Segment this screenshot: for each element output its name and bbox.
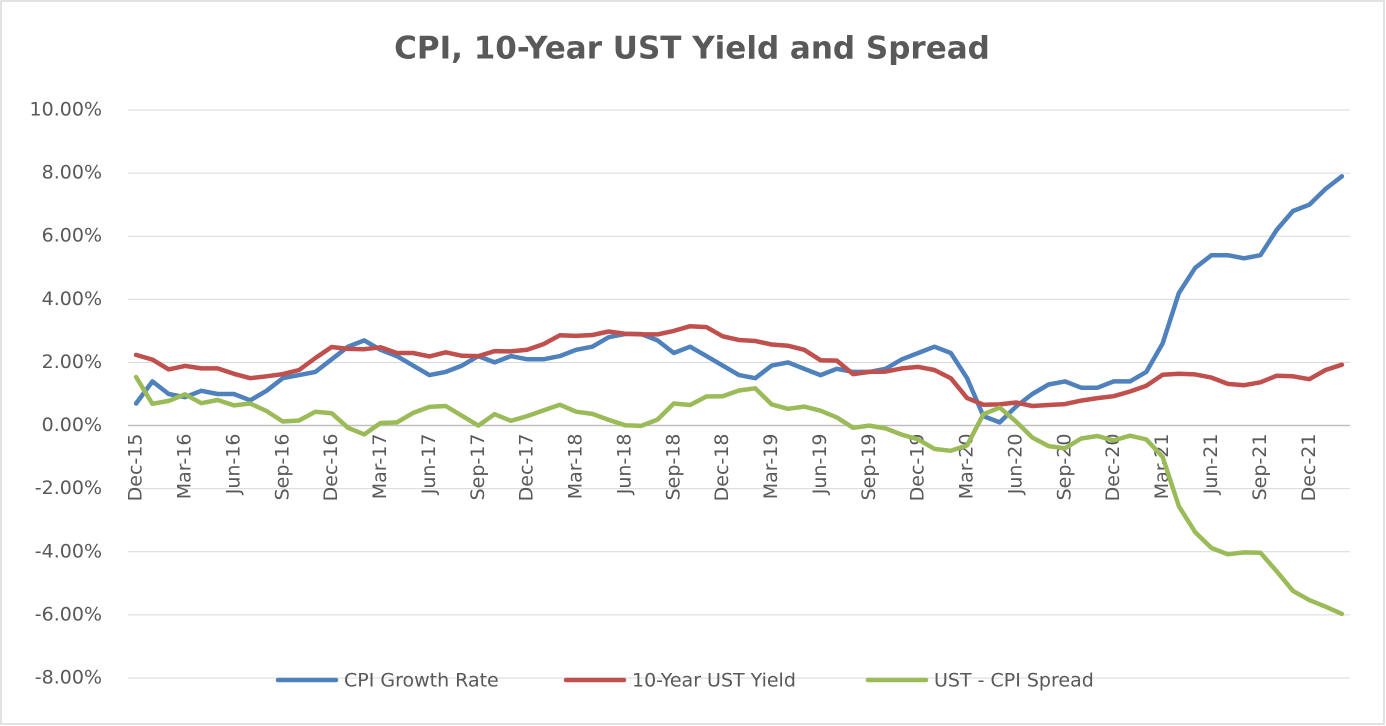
y-tick-label: 4.00% bbox=[42, 288, 102, 310]
x-tick-label: Mar-20 bbox=[956, 434, 978, 500]
x-tick-label: Jun-20 bbox=[1004, 434, 1026, 496]
x-tick-label: Sep-18 bbox=[662, 434, 684, 501]
line-series bbox=[133, 323, 1345, 409]
chart-title: CPI, 10-Year UST Yield and Spread bbox=[394, 31, 990, 67]
x-tick-label: Sep-17 bbox=[467, 434, 489, 501]
x-tick-label: Mar-17 bbox=[369, 434, 391, 500]
x-tick-label: Dec-15 bbox=[125, 434, 147, 502]
x-tick-label: Mar-21 bbox=[1151, 434, 1173, 500]
y-tick-label: 6.00% bbox=[42, 225, 102, 247]
y-tick-label: 0.00% bbox=[42, 414, 102, 436]
y-tick-label: -8.00% bbox=[35, 667, 102, 689]
legend-label: 10-Year UST Yield bbox=[632, 670, 796, 692]
x-tick-label: Mar-18 bbox=[565, 434, 587, 500]
x-tick-label: Dec-19 bbox=[907, 434, 929, 502]
x-tick-label: Jun-19 bbox=[809, 434, 831, 496]
x-tick-label: Sep-19 bbox=[858, 434, 880, 501]
x-tick-label: Dec-18 bbox=[711, 434, 733, 502]
y-tick-label: 8.00% bbox=[42, 162, 102, 184]
y-tick-label: -2.00% bbox=[35, 477, 102, 499]
x-tick-label: Jun-17 bbox=[418, 434, 440, 496]
x-tick-label: Jun-16 bbox=[222, 434, 244, 496]
y-tick-label: -6.00% bbox=[35, 603, 102, 625]
x-tick-label: Mar-19 bbox=[760, 434, 782, 500]
x-tick-label: Sep-21 bbox=[1249, 434, 1271, 501]
x-tick-label: Dec-16 bbox=[320, 434, 342, 502]
y-tick-label: 2.00% bbox=[42, 351, 102, 373]
x-tick-label: Jun-18 bbox=[613, 434, 635, 496]
legend-label: CPI Growth Rate bbox=[344, 670, 499, 692]
y-tick-label: 10.00% bbox=[30, 99, 102, 121]
x-tick-label: Dec-17 bbox=[516, 434, 538, 502]
x-tick-label: Dec-20 bbox=[1102, 434, 1124, 502]
x-tick-label: Mar-16 bbox=[174, 434, 196, 500]
line-series bbox=[133, 374, 1345, 617]
x-tick-label: Jun-21 bbox=[1200, 434, 1222, 496]
x-tick-label: Sep-20 bbox=[1053, 434, 1075, 501]
legend-label: UST - CPI Spread bbox=[934, 670, 1094, 692]
x-tick-label: Dec-21 bbox=[1298, 434, 1320, 502]
line-series bbox=[133, 174, 1345, 425]
y-tick-label: -4.00% bbox=[35, 540, 102, 562]
x-tick-label: Sep-16 bbox=[271, 434, 293, 501]
